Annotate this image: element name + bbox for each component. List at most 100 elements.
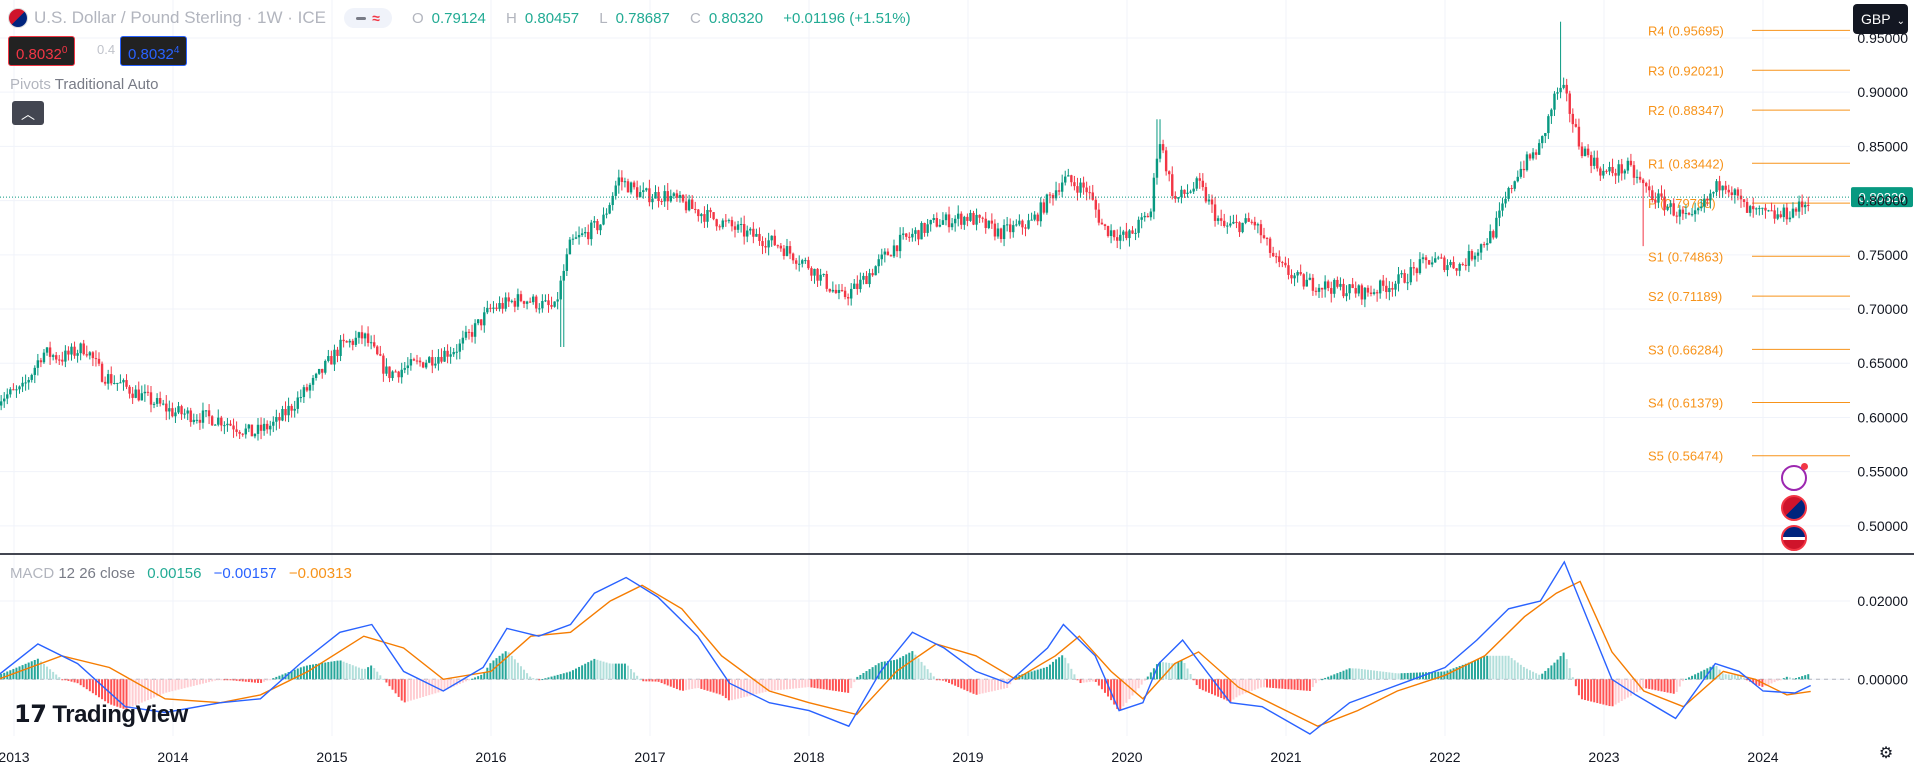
candle-body — [1357, 285, 1360, 294]
macd-hist-bar — [1599, 679, 1602, 704]
currency-selector[interactable]: GBP ⌄ — [1853, 4, 1908, 34]
candle-body — [1565, 84, 1568, 94]
candle-body — [1112, 230, 1116, 238]
buy-button[interactable]: 0.80324 — [120, 36, 188, 66]
time-tick-label: 2018 — [793, 749, 824, 765]
pivots-name: Pivots — [10, 76, 51, 93]
candle-body — [1608, 166, 1611, 172]
macd-hist-bar — [1186, 668, 1189, 680]
macd-hist-bar — [960, 679, 963, 689]
macd-hist-bar — [1406, 672, 1409, 680]
candle-body — [1672, 203, 1675, 216]
macd-hist-bar — [1036, 669, 1039, 680]
candle-body — [223, 425, 226, 427]
macd-hist-bar — [1755, 679, 1758, 685]
candle-body — [1770, 210, 1773, 212]
macd-hist-bar — [1614, 679, 1617, 705]
flag-us-icon[interactable] — [1781, 525, 1807, 551]
tradingview-logo[interactable]: 𝟭𝟳 TradingView — [14, 700, 188, 729]
macd-hist-bar — [1721, 673, 1724, 680]
macd-hist-bar — [556, 674, 559, 680]
candle-body — [681, 195, 685, 202]
macd-hist-bar — [767, 679, 770, 692]
macd-hist-bar — [1507, 655, 1510, 680]
candle-body — [140, 393, 144, 401]
macd-hist-bar — [495, 658, 498, 680]
candle-body — [391, 371, 394, 379]
candle-body — [284, 408, 287, 416]
macd-hist-bar — [171, 679, 174, 692]
macd-hist-bar — [1128, 679, 1131, 700]
candle-body — [1776, 214, 1779, 219]
candle-body — [1296, 272, 1299, 276]
candle-body — [1134, 232, 1137, 234]
open-value: 0.79124 — [431, 9, 486, 27]
candle-body — [596, 221, 599, 231]
macd-hist-bar — [189, 679, 192, 687]
macd-hist-bar — [868, 669, 871, 680]
candle-body — [495, 307, 498, 309]
candle-body — [1602, 170, 1605, 176]
candle-body — [1736, 189, 1740, 196]
macd-hist-bar — [889, 660, 892, 680]
macd-hist-bar — [168, 679, 171, 692]
macd-hist-bar — [1730, 674, 1733, 680]
macd-hist-bar — [1162, 662, 1165, 680]
candle-body — [1700, 206, 1703, 209]
tradingview-mark-icon: 𝟭𝟳 — [14, 701, 47, 728]
flag-gb-icon[interactable] — [1781, 495, 1807, 521]
candle-body — [804, 260, 807, 262]
macd-hist-bar — [752, 679, 755, 695]
candle-body — [293, 408, 296, 411]
macd-hist-bar — [1103, 679, 1106, 693]
macd-hist-bar — [550, 676, 553, 680]
candle-body — [1437, 257, 1440, 259]
macd-hist-bar — [1357, 668, 1360, 680]
candle-body — [1042, 202, 1046, 213]
candle-body — [629, 182, 633, 193]
macd-legend[interactable]: MACD 12 26 close 0.00156 −0.00157 −0.003… — [10, 565, 352, 582]
candle-body — [152, 403, 156, 405]
candle-body — [180, 406, 183, 415]
macd-hist-bar — [1269, 679, 1272, 688]
candle-body — [1629, 160, 1633, 166]
gear-icon[interactable]: ⚙ — [1878, 745, 1894, 762]
candle-body — [929, 219, 932, 225]
collapse-legend-button[interactable]: ︿ — [12, 101, 44, 125]
candle-body — [510, 300, 513, 302]
candle-body — [1464, 264, 1467, 266]
sell-button[interactable]: 0.80320 — [8, 36, 76, 66]
macd-hist-bar — [1180, 660, 1183, 680]
macd-hist-bar — [871, 667, 874, 680]
macd-hist-bar — [1461, 664, 1464, 680]
macd-hist-bar — [1697, 672, 1700, 680]
candle-body — [1268, 238, 1272, 253]
macd-hist-bar — [1547, 668, 1550, 680]
macd-hist-bar — [1363, 669, 1366, 680]
symbol-title[interactable]: U.S. Dollar / Pound Sterling · 1W · ICE — [34, 8, 326, 27]
macd-hist-bar — [1795, 678, 1798, 680]
pivots-legend[interactable]: Pivots Traditional Auto — [10, 76, 158, 93]
macd-hist-bar — [938, 679, 941, 681]
candle-body — [553, 301, 556, 307]
candle-body — [1434, 258, 1437, 263]
candle-body — [819, 274, 822, 281]
macd-hist-bar — [220, 679, 223, 681]
macd-hist-bar — [596, 659, 599, 680]
candle-body — [58, 359, 61, 361]
macd-hist-bar — [1021, 674, 1024, 680]
macd-hist-bar — [205, 679, 208, 683]
macd-hist-bar — [571, 670, 574, 680]
candle-body — [1216, 218, 1220, 221]
candle-body — [0, 401, 3, 406]
candle-body — [1421, 257, 1425, 260]
macd-hist-bar — [1003, 679, 1006, 689]
legend-toggle[interactable]: ≈ — [343, 8, 392, 28]
candle-body — [1449, 262, 1452, 266]
candle-body — [1681, 209, 1685, 214]
candle-body — [1580, 146, 1584, 157]
price-tick-label: 0.70000 — [1857, 301, 1908, 317]
macd-hist-bar — [770, 679, 773, 691]
candle-body — [253, 433, 257, 437]
